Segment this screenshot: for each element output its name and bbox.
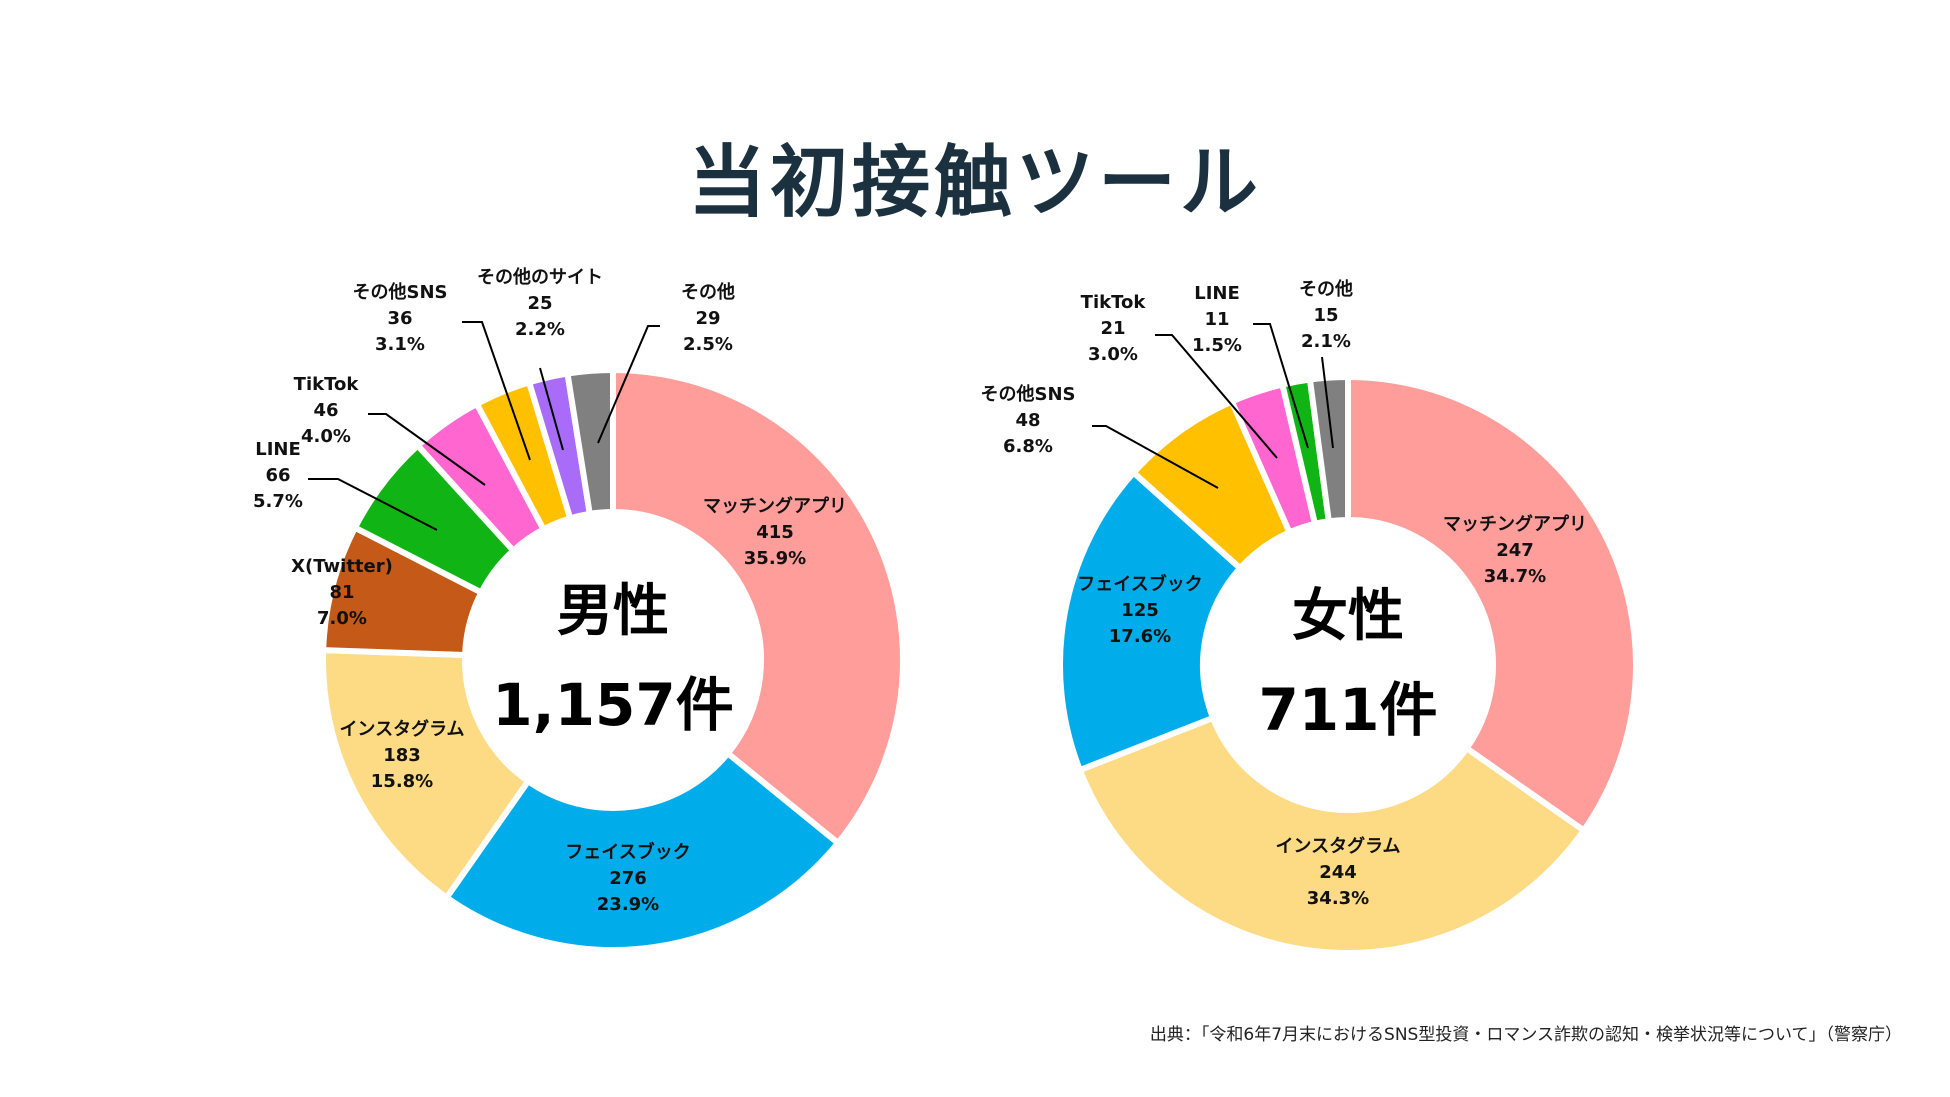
female-label-category-3: その他SNS xyxy=(981,383,1076,405)
male-slice-2 xyxy=(320,647,533,902)
female-label-percent-4: 3.0% xyxy=(1088,344,1138,365)
male-label-value-7: 25 xyxy=(527,293,552,314)
female-slice-1 xyxy=(1075,714,1588,956)
male-label-value-1: 276 xyxy=(609,868,647,889)
female-label-6: その他 15 2.1% xyxy=(1299,278,1353,352)
male-label-category-7: その他のサイト xyxy=(477,266,603,288)
female-leader-5 xyxy=(1253,323,1309,449)
male-label-category-6: その他SNS xyxy=(353,281,448,303)
male-label-category-8: その他 xyxy=(681,281,735,303)
male-leader-8 xyxy=(597,325,660,444)
female-label-value-2: 125 xyxy=(1121,600,1159,621)
male-label-percent-1: 23.9% xyxy=(597,894,659,915)
male-label-6: その他SNS 36 3.1% xyxy=(353,281,448,355)
female-slice-6 xyxy=(1306,373,1351,525)
female-label-value-4: 21 xyxy=(1100,318,1125,339)
male-label-percent-2: 15.8% xyxy=(371,771,433,792)
male-label-value-4: 66 xyxy=(265,465,290,486)
female-leader-6 xyxy=(1321,356,1334,449)
male-label-category-2: インスタグラム xyxy=(339,718,464,740)
male-label-value-5: 46 xyxy=(313,400,338,421)
female-center-total: 711件 xyxy=(1258,676,1437,744)
male-slice-0 xyxy=(610,366,906,848)
female-donut: マッチングアプリ 247 34.7% インスタグラム 244 34.3% フェイスブック 12… xyxy=(981,278,1639,956)
male-leader-7 xyxy=(539,367,564,451)
female-label-value-1: 244 xyxy=(1319,862,1357,883)
male-label-category-3: X(Twitter) xyxy=(291,556,393,577)
male-center-total: 1,157件 xyxy=(492,671,733,739)
male-leader-5 xyxy=(368,413,486,486)
female-slice-2 xyxy=(1057,468,1245,774)
male-label-category-5: TikTok xyxy=(294,374,360,395)
page-title: 当初接触ツール xyxy=(687,138,1262,228)
male-label-percent-0: 35.9% xyxy=(744,548,806,569)
male-label-percent-3: 7.0% xyxy=(317,608,367,629)
female-leader-3 xyxy=(1092,425,1219,489)
female-label-value-0: 247 xyxy=(1496,540,1534,561)
female-label-category-4: TikTok xyxy=(1081,292,1147,313)
male-label-2: インスタグラム 183 15.8% xyxy=(339,718,464,792)
male-label-5: TikTok 46 4.0% xyxy=(294,374,360,447)
male-leader-6 xyxy=(462,321,531,461)
female-label-percent-0: 34.7% xyxy=(1484,566,1546,587)
female-label-category-6: その他 xyxy=(1299,278,1353,300)
female-label-percent-1: 34.3% xyxy=(1307,888,1369,909)
male-center-label: 男性 xyxy=(557,579,669,644)
female-slice-0 xyxy=(1345,373,1639,835)
male-leader-4 xyxy=(308,478,438,531)
male-label-4: LINE 66 5.7% xyxy=(253,439,303,512)
male-label-1: フェイスブック 276 23.9% xyxy=(565,841,690,915)
female-label-4: TikTok 21 3.0% xyxy=(1081,292,1147,365)
female-label-value-6: 15 xyxy=(1313,305,1338,326)
female-label-1: インスタグラム 244 34.3% xyxy=(1275,835,1400,909)
male-label-percent-7: 2.2% xyxy=(515,319,565,340)
female-label-percent-6: 2.1% xyxy=(1301,331,1351,352)
male-label-0: マッチングアプリ 415 35.9% xyxy=(703,495,847,569)
female-label-0: マッチングアプリ 247 34.7% xyxy=(1443,513,1587,587)
male-label-3: X(Twitter) 81 7.0% xyxy=(291,556,393,629)
female-leader-4 xyxy=(1155,334,1278,459)
male-label-percent-5: 4.0% xyxy=(301,426,351,447)
female-label-percent-2: 17.6% xyxy=(1109,626,1171,647)
male-label-percent-4: 5.7% xyxy=(253,491,303,512)
female-label-category-5: LINE xyxy=(1194,283,1240,304)
source-note: 出典：「令和6年7月末におけるSNS型投資・ロマンス詐欺の認知・検挙状況等につい… xyxy=(1149,1025,1902,1045)
male-donut: マッチングアプリ 415 35.9% フェイスブック 276 23.9% インスタグラム 18… xyxy=(253,266,906,953)
female-label-2: フェイスブック 125 17.6% xyxy=(1077,573,1202,647)
female-label-3: その他SNS 48 6.8% xyxy=(981,383,1076,457)
male-label-percent-8: 2.5% xyxy=(683,334,733,355)
female-label-category-0: マッチングアプリ xyxy=(1443,513,1587,535)
male-label-value-8: 29 xyxy=(695,308,720,329)
male-label-percent-6: 3.1% xyxy=(375,334,425,355)
female-label-percent-5: 1.5% xyxy=(1192,335,1242,356)
female-label-percent-3: 6.8% xyxy=(1003,436,1053,457)
male-label-category-0: マッチングアプリ xyxy=(703,495,847,517)
male-label-category-1: フェイスブック xyxy=(565,841,690,863)
male-slice-1 xyxy=(442,749,843,953)
female-center-label: 女性 xyxy=(1292,584,1404,649)
male-label-category-4: LINE xyxy=(255,439,301,460)
female-label-category-2: フェイスブック xyxy=(1077,573,1202,595)
male-slice-8 xyxy=(564,366,616,518)
female-label-category-1: インスタグラム xyxy=(1275,835,1400,857)
male-label-value-0: 415 xyxy=(756,522,794,543)
male-label-7: その他のサイト 25 2.2% xyxy=(477,266,603,340)
male-label-value-2: 183 xyxy=(383,745,421,766)
female-label-5: LINE 11 1.5% xyxy=(1192,283,1242,356)
female-label-value-3: 48 xyxy=(1015,410,1040,431)
male-label-value-6: 36 xyxy=(387,308,412,329)
male-label-value-3: 81 xyxy=(329,582,354,603)
female-label-value-5: 11 xyxy=(1204,309,1229,330)
male-label-8: その他 29 2.5% xyxy=(681,281,735,355)
